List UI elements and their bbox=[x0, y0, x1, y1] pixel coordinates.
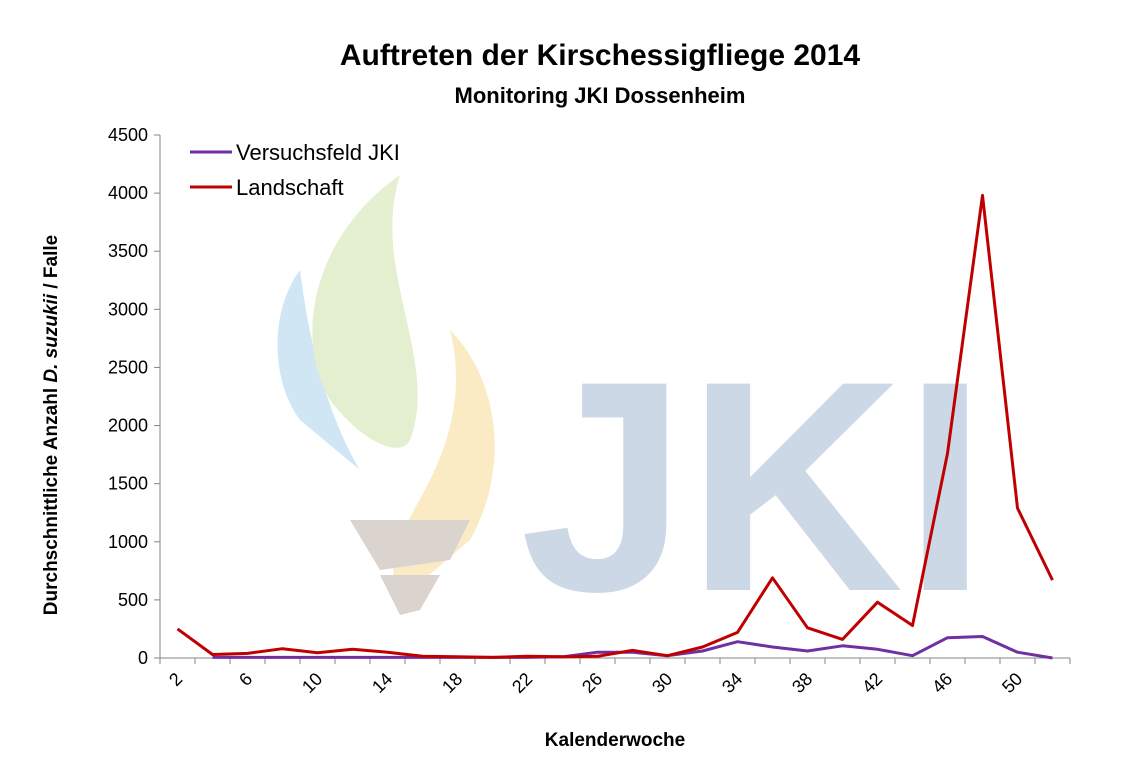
x-tick-label: 10 bbox=[298, 669, 326, 697]
chart-subtitle: Monitoring JKI Dossenheim bbox=[455, 83, 746, 108]
x-tick-label: 46 bbox=[928, 669, 956, 697]
x-tick-label: 50 bbox=[998, 669, 1026, 697]
x-tick-label: 38 bbox=[788, 669, 816, 697]
y-axis-label: Durchschnittliche Anzahl D. suzukii / Fa… bbox=[41, 235, 62, 615]
y-tick-label: 0 bbox=[138, 648, 148, 668]
y-tick-label: 1500 bbox=[108, 474, 148, 494]
y-axis: 0 500 1000 1500 2000 2500 3000 3500 4000 4500 bbox=[108, 125, 161, 668]
x-tick-label: 34 bbox=[718, 669, 746, 697]
y-tick-label: 4500 bbox=[108, 125, 148, 145]
x-tick-label: 22 bbox=[508, 669, 536, 697]
x-tick-label: 26 bbox=[578, 669, 606, 697]
y-axis-label-part2: / Falle bbox=[41, 235, 62, 294]
x-tick-label: 2 bbox=[165, 669, 186, 690]
x-tick-label: 6 bbox=[235, 669, 256, 690]
y-tick-label: 500 bbox=[118, 590, 148, 610]
y-tick-label: 4000 bbox=[108, 183, 148, 203]
y-tick-label: 2500 bbox=[108, 357, 148, 377]
y-tick-label: 3000 bbox=[108, 299, 148, 319]
x-tick-label: 30 bbox=[648, 669, 676, 697]
y-tick-label: 3500 bbox=[108, 241, 148, 261]
y-tick-label: 1000 bbox=[108, 532, 148, 552]
series-layer bbox=[176, 193, 1054, 660]
series-versuchsfeld-line bbox=[212, 635, 1053, 660]
chart-title: Auftreten der Kirschessigfliege 2014 bbox=[340, 39, 861, 72]
legend: Versuchsfeld JKI Landschaft bbox=[190, 140, 400, 200]
x-axis: 2 6 10 14 18 22 26 30 34 38 42 46 50 bbox=[159, 657, 1071, 697]
x-axis-label: Kalenderwoche bbox=[545, 730, 685, 751]
series-landschaft-line bbox=[176, 193, 1054, 659]
legend-label-landschaft: Landschaft bbox=[236, 175, 344, 200]
y-axis-label-part1: Durchschnittliche Anzahl bbox=[41, 383, 62, 616]
y-axis-label-species: D. suzukii bbox=[41, 293, 62, 382]
jki-logo-watermark: JKI bbox=[277, 175, 987, 654]
y-tick-label: 2000 bbox=[108, 416, 148, 436]
legend-label-versuchsfeld: Versuchsfeld JKI bbox=[236, 140, 400, 165]
watermark-text: JKI bbox=[520, 318, 987, 654]
x-tick-label: 14 bbox=[368, 669, 396, 697]
x-tick-label: 18 bbox=[438, 669, 466, 697]
x-tick-label: 42 bbox=[858, 669, 886, 697]
